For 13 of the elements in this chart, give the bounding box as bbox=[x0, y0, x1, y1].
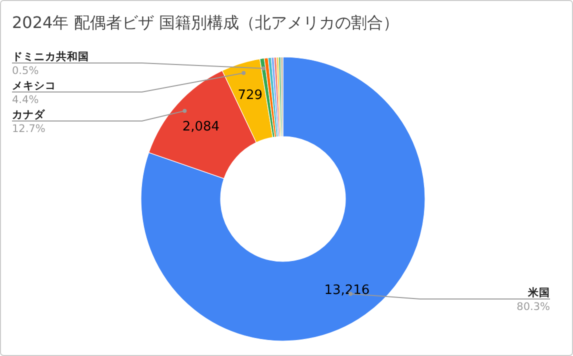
slice-label: メキシコ bbox=[12, 80, 56, 92]
data-label: 13,216 bbox=[324, 282, 370, 298]
text: 4.4% bbox=[12, 94, 39, 106]
text: 12.7% bbox=[12, 123, 46, 135]
slice-label: 米国 bbox=[527, 286, 550, 299]
slice-label: ドミニカ共和国 bbox=[12, 50, 89, 63]
data-label: 729 bbox=[238, 88, 263, 103]
slice-label: カナダ bbox=[12, 108, 46, 121]
chart-title: 2024年 配偶者ビザ 国籍別構成（北アメリカの割合） bbox=[12, 13, 399, 32]
data-label: 2,084 bbox=[182, 119, 220, 134]
text: 0.5% bbox=[12, 65, 39, 77]
donut-slice bbox=[140, 56, 426, 342]
text: 80.3% bbox=[516, 301, 550, 313]
